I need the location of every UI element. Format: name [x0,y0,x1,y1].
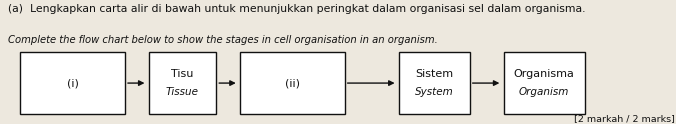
FancyBboxPatch shape [504,52,585,114]
FancyBboxPatch shape [20,52,125,114]
Text: Organisma: Organisma [514,69,575,79]
Text: Tisu: Tisu [171,69,194,79]
Text: Complete the flow chart below to show the stages in cell organisation in an orga: Complete the flow chart below to show th… [8,35,438,45]
Text: (i): (i) [67,78,78,88]
Text: (ii): (ii) [285,78,300,88]
Text: (a)  Lengkapkan carta alir di bawah untuk menunjukkan peringkat dalam organisasi: (a) Lengkapkan carta alir di bawah untuk… [8,4,585,14]
Text: [2 markah / 2 marks]: [2 markah / 2 marks] [574,114,675,123]
Text: Organism: Organism [519,87,569,97]
Text: Sistem: Sistem [415,69,454,79]
FancyBboxPatch shape [399,52,470,114]
FancyBboxPatch shape [240,52,345,114]
Text: Tissue: Tissue [166,87,199,97]
Text: System: System [415,87,454,97]
FancyBboxPatch shape [149,52,216,114]
